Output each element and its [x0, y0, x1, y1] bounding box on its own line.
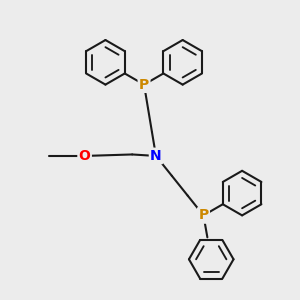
Text: P: P: [198, 208, 208, 222]
Text: P: P: [139, 78, 149, 92]
Text: N: N: [150, 149, 162, 163]
Text: O: O: [79, 149, 91, 163]
